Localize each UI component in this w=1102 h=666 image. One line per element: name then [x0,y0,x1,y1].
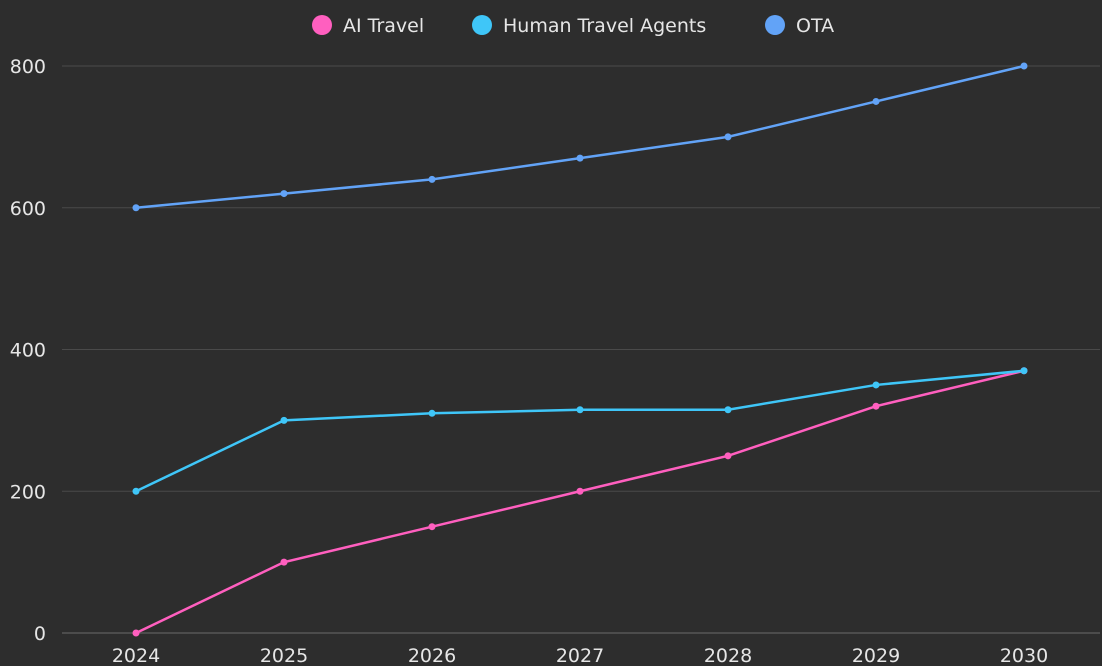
data-point [724,452,732,460]
data-point [724,133,732,141]
data-point [576,487,584,495]
data-point [280,416,288,424]
data-point [872,381,880,389]
grid [62,65,1100,634]
y-tick-label: 400 [10,340,46,362]
y-tick-label: 800 [10,56,46,78]
legend-label: Human Travel Agents [503,15,706,37]
legend: AI Travel Human Travel Agents OTA [312,15,834,37]
x-tick-label: 2028 [704,645,752,666]
series-lines [132,62,1028,637]
y-tick-label: 0 [34,623,46,645]
legend-label: OTA [796,15,834,37]
x-tick-label: 2029 [852,645,900,666]
data-point [576,406,584,414]
series-line-1 [135,369,1025,493]
legend-label: AI Travel [343,15,424,37]
x-tick-label: 2026 [408,645,456,666]
legend-marker [312,15,332,35]
y-tick-label: 200 [10,481,46,503]
data-point [132,487,140,495]
legend-marker [472,15,492,35]
data-point [724,406,732,414]
data-point [576,154,584,162]
data-point [132,204,140,212]
data-point [428,175,436,183]
data-point [1020,62,1028,70]
data-point [280,558,288,566]
x-tick-label: 2027 [556,645,604,666]
data-point [280,190,288,198]
data-point [428,409,436,417]
data-point [132,629,140,637]
series-line-2 [135,64,1025,209]
legend-marker [765,15,785,35]
y-axis: 0 200 400 600 800 [10,56,46,645]
x-tick-label: 2030 [1000,645,1048,666]
data-point [428,523,436,531]
x-tick-label: 2024 [112,645,160,666]
x-axis: 2024 2025 2026 2027 2028 2029 2030 [112,645,1048,666]
y-tick-label: 600 [10,198,46,220]
data-point [872,402,880,410]
data-point [1020,367,1028,375]
data-point [872,97,880,105]
x-tick-label: 2025 [260,645,308,666]
